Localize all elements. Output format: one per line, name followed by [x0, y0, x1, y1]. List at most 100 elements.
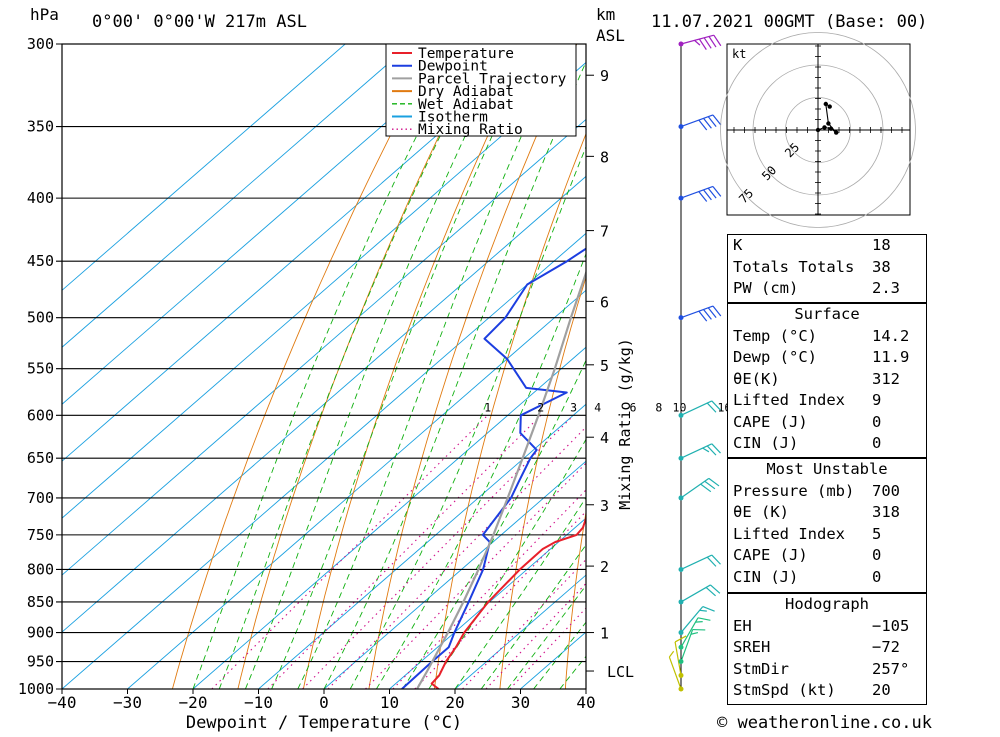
hodograph-point [816, 128, 820, 132]
index-value: 0 [872, 545, 881, 567]
mixing-ratio-label: 10 [673, 400, 687, 414]
index-value: 0 [872, 567, 881, 589]
pressure-tick-label: 650 [27, 449, 54, 467]
index-row: SREH−72 [728, 637, 926, 659]
asl-unit-label: ASL [596, 26, 625, 45]
km-unit-label: km [596, 5, 615, 24]
pressure-tick-label: 350 [27, 118, 54, 136]
mixing-ratio-label: 1 [484, 400, 491, 414]
surface-panel: Surface Temp (°C)14.2 Dewp (°C)11.9 θE(K… [727, 303, 927, 458]
index-row: EH−105 [728, 616, 926, 638]
wind-barb-feather [714, 35, 721, 46]
wind-barb [679, 555, 721, 572]
index-row: θE (K)318 [728, 502, 926, 524]
index-label: CIN (J) [733, 434, 798, 452]
wind-barb-feather [699, 39, 706, 50]
wind-barb-feather [700, 610, 707, 611]
pressure-tick-label: 950 [27, 653, 54, 671]
hodograph-unit-label: kt [732, 47, 746, 61]
hodograph-point [834, 130, 838, 134]
index-label: Lifted Index [733, 391, 845, 409]
pressure-tick-label: 500 [27, 309, 54, 327]
index-label: PW (cm) [733, 279, 798, 297]
index-row: CAPE (J) 0 [728, 412, 926, 434]
wind-barb-staff [681, 555, 712, 569]
index-label: CAPE (J) [733, 413, 808, 431]
wind-barb [679, 585, 720, 605]
pressure-tick-label: 700 [27, 489, 54, 507]
wind-barb-feather [704, 38, 711, 49]
index-value: 5 [872, 524, 881, 546]
wind-barb [679, 115, 721, 130]
pressure-tick-label: 600 [27, 406, 54, 424]
x-tick-label: −20 [179, 693, 208, 712]
isotherm-line [0, 7, 388, 689]
dry-adiabat-line [943, 7, 1000, 689]
wind-barb-staff [681, 478, 709, 498]
index-label: Totals Totals [733, 258, 854, 276]
index-value: 0 [872, 433, 881, 455]
wind-barb-feather [669, 651, 673, 657]
x-tick-label: −10 [244, 693, 273, 712]
hodograph-point [826, 121, 830, 125]
hodograph-point [829, 127, 833, 131]
x-tick-label: 0 [319, 693, 329, 712]
index-label: StmDir [733, 660, 789, 678]
index-row: Pressure (mb)700 [728, 481, 926, 503]
pressure-tick-label: 550 [27, 360, 54, 378]
mixing-ratio-label: 2 [537, 400, 544, 414]
footer-credit[interactable]: © weatheronline.co.uk [717, 713, 932, 733]
hodograph-panel: Hodograph EH−105 SREH−72 StmDir 257° StmS… [727, 593, 927, 705]
x-tick-label: 10 [380, 693, 399, 712]
index-label: EH [733, 617, 752, 635]
index-row: StmSpd (kt)20 [728, 680, 926, 702]
wind-barb [679, 35, 721, 49]
hodograph-point [824, 102, 828, 106]
left-unit-label: hPa [30, 5, 59, 24]
lcl-label: LCL [607, 663, 634, 681]
x-tick-label: 40 [576, 693, 595, 712]
index-value: 0 [872, 412, 881, 434]
index-row: CIN (J) 0 [728, 433, 926, 455]
legend-label: Mixing Ratio [418, 122, 523, 138]
km-tick-label: 1 [600, 625, 609, 643]
dry-adiabat-line [565, 7, 730, 689]
mixing-ratio-line [365, 415, 633, 689]
index-row: Dewp (°C)11.9 [728, 347, 926, 369]
index-label: Pressure (mb) [733, 482, 854, 500]
x-tick-label: 20 [445, 693, 464, 712]
pressure-tick-label: 750 [27, 526, 54, 544]
index-value: 318 [872, 502, 900, 524]
index-row: CIN (J)0 [728, 567, 926, 589]
index-label: θE(K) [733, 370, 780, 388]
index-value: 14.2 [872, 326, 909, 348]
mixing-ratio-line [328, 415, 598, 689]
x-tick-label: 30 [511, 693, 530, 712]
km-tick-label: 8 [600, 148, 609, 166]
index-value: 257° [872, 659, 909, 681]
km-tick-label: 5 [600, 357, 609, 375]
plot-frame [62, 44, 586, 689]
pressure-tick-label: 850 [27, 593, 54, 611]
wind-barb [679, 186, 721, 201]
hodograph-title: Hodograph [728, 594, 926, 616]
index-label: Dewp (°C) [733, 348, 817, 366]
wind-barb-feather [709, 36, 716, 47]
wind-barb-feather [703, 448, 709, 452]
most-unstable-title: Most Unstable [728, 459, 926, 481]
mixing-ratio-label: 4 [594, 400, 601, 414]
index-row: StmDir 257° [728, 659, 926, 681]
km-tick-label: 3 [600, 497, 609, 515]
wet-adiabat-line [219, 44, 485, 689]
mixing-ratio-label: 3 [570, 400, 577, 414]
mixing-ratio-axis-title: Mixing Ratio (g/kg) [616, 338, 634, 510]
index-row: CAPE (J)0 [728, 545, 926, 567]
wind-barb [679, 306, 721, 321]
surface-title: Surface [728, 304, 926, 326]
wind-barb [679, 478, 720, 500]
